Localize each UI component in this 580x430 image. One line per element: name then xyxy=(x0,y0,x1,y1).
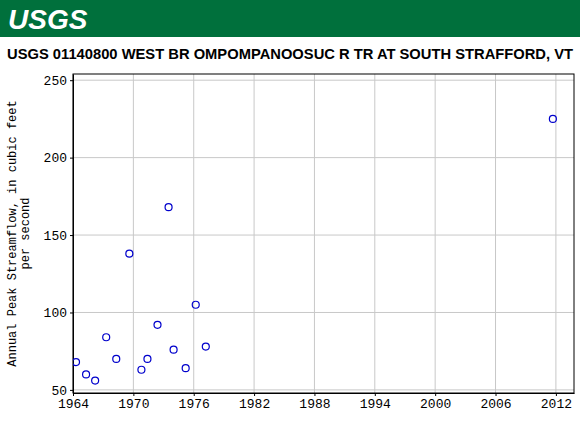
tick-label: 150 xyxy=(44,229,67,244)
y-axis: 50 100 150 200 250 xyxy=(44,74,74,399)
x-grid-line xyxy=(435,74,436,393)
tick: 1976 xyxy=(179,393,210,412)
tick-label: 100 xyxy=(44,306,67,321)
tick-label: 200 xyxy=(44,151,67,166)
tick: 100 xyxy=(44,306,73,321)
tick: 1988 xyxy=(299,393,330,412)
data-point xyxy=(170,346,177,353)
tick-label: 250 xyxy=(44,74,67,89)
y-grid-line xyxy=(73,157,574,158)
y-axis-title: Annual Peak Streamflow, in cubic feetper… xyxy=(6,100,33,366)
tick: 2012 xyxy=(541,393,572,412)
tick-label: 2006 xyxy=(480,397,511,412)
logo: USGS xyxy=(8,4,88,35)
data-point xyxy=(113,355,120,362)
data-point xyxy=(138,366,145,373)
grid xyxy=(73,74,574,393)
x-grid-line xyxy=(374,74,375,393)
x-axis: 1964 1970 1976 1982 1988 1994 2000 2006 2012 xyxy=(58,393,575,412)
data-point xyxy=(83,371,90,378)
data-point xyxy=(144,355,151,362)
tick-label: 2000 xyxy=(420,397,451,412)
data-point xyxy=(103,334,110,341)
x-grid-line xyxy=(495,74,496,393)
tick: 1994 xyxy=(360,393,391,412)
points xyxy=(73,115,556,384)
x-grid-line xyxy=(133,74,134,393)
chart: USGS USGS 01140800 WEST BR OMPOMPANOOSUC … xyxy=(0,0,580,430)
y-grid-line xyxy=(73,312,574,313)
data-point xyxy=(202,343,209,350)
tick: 2000 xyxy=(420,393,451,412)
data-point xyxy=(165,204,172,211)
tick: 2006 xyxy=(480,393,511,412)
x-grid-line xyxy=(314,74,315,393)
y-grid-line xyxy=(73,80,574,81)
tick-label: 50 xyxy=(51,384,67,399)
tick: 150 xyxy=(44,229,73,244)
tick: 200 xyxy=(44,151,73,166)
header-bar xyxy=(0,0,580,37)
tick-label: 1964 xyxy=(58,397,89,412)
tick: 1970 xyxy=(118,393,149,412)
data-point xyxy=(182,365,189,372)
tick: 1982 xyxy=(239,393,270,412)
data-point xyxy=(73,359,80,366)
x-grid-line xyxy=(254,74,255,393)
y-axis-title-line: Annual Peak Streamflow, in cubic feet xyxy=(6,100,20,366)
tick: 50 xyxy=(51,384,73,399)
plot-frame xyxy=(73,74,574,393)
x-grid-line xyxy=(193,74,194,393)
y-axis-title-line: per second xyxy=(19,197,33,269)
data-point xyxy=(192,301,199,308)
tick-label: 2012 xyxy=(541,397,572,412)
y-grid-line xyxy=(73,235,574,236)
title: USGS 01140800 WEST BR OMPOMPANOOSUC R TR… xyxy=(7,45,573,62)
data-point xyxy=(126,250,133,257)
tick-label: 1994 xyxy=(360,397,391,412)
tick-label: 1976 xyxy=(179,397,210,412)
data-point xyxy=(92,377,99,384)
data-point xyxy=(154,321,161,328)
tick-label: 1970 xyxy=(118,397,149,412)
tick: 250 xyxy=(44,74,73,89)
data-point xyxy=(549,115,556,122)
y-grid-line xyxy=(73,389,574,390)
tick-label: 1982 xyxy=(239,397,270,412)
tick-label: 1988 xyxy=(299,397,330,412)
